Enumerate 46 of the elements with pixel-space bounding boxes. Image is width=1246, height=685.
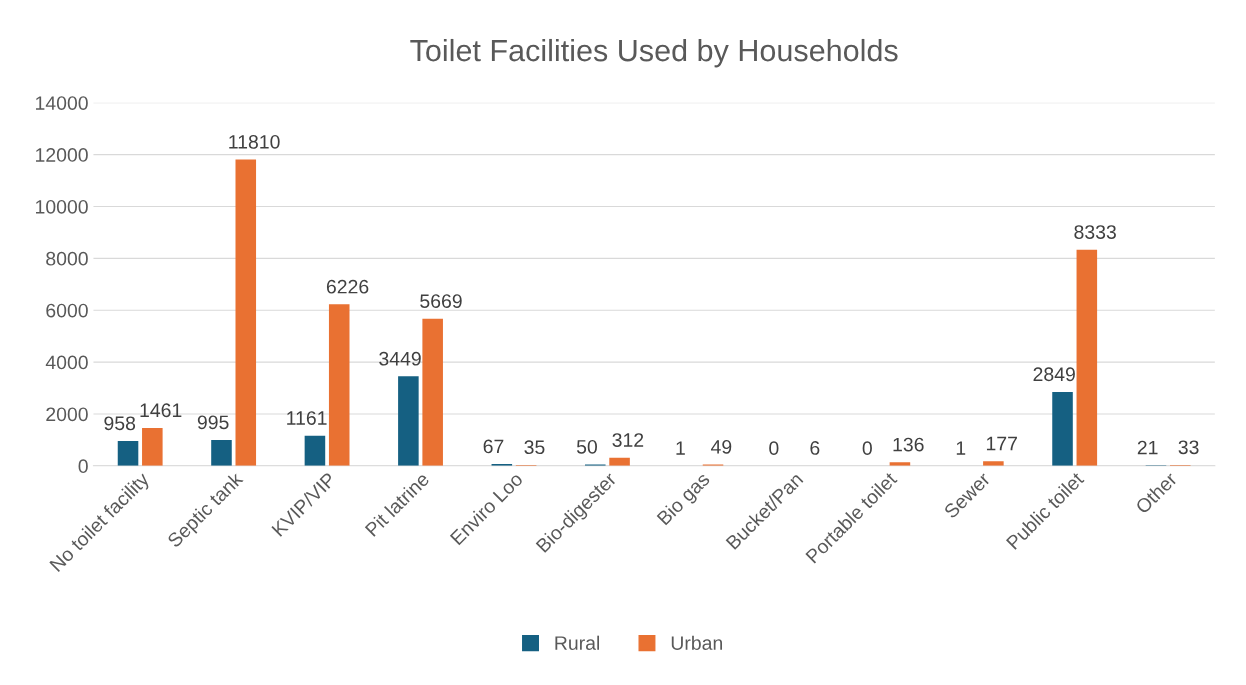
- bar: [304, 435, 326, 466]
- data-label: 1461: [140, 403, 182, 418]
- y-tick-label: 10000: [36, 199, 88, 214]
- bar: [211, 440, 232, 466]
- y-tick-label: 0: [78, 459, 88, 474]
- y-tick-label: 4000: [45, 355, 88, 370]
- data-label: 6: [810, 441, 820, 455]
- bar: [422, 318, 443, 466]
- data-label: 11810: [229, 134, 280, 149]
- data-label: 0: [769, 441, 779, 456]
- bar: [1076, 249, 1098, 466]
- bar: [1052, 391, 1073, 466]
- data-label: 50: [576, 439, 597, 454]
- bar: [235, 159, 257, 466]
- bar: [398, 376, 419, 466]
- bar: [142, 427, 163, 466]
- chart-title: Toilet Facilities Used by Households: [410, 38, 898, 68]
- y-tick-label: 12000: [36, 148, 88, 162]
- data-label: 33: [1178, 440, 1199, 455]
- data-label: 995: [197, 415, 229, 430]
- bar: [117, 440, 139, 466]
- data-label: 67: [483, 439, 504, 454]
- data-label: 0: [862, 441, 872, 456]
- data-label: 1161: [287, 411, 327, 425]
- y-tick-label: 2000: [46, 407, 88, 422]
- data-label: 2849: [1033, 367, 1075, 382]
- data-label: 3449: [379, 351, 421, 366]
- y-tick-label: 6000: [46, 303, 88, 318]
- bar: [328, 304, 350, 466]
- y-tick-label: 8000: [46, 251, 88, 266]
- data-label: 312: [612, 433, 644, 447]
- data-label: 35: [524, 440, 545, 455]
- data-label: 6226: [326, 279, 369, 294]
- data-label: 1: [676, 441, 685, 455]
- data-label: 1: [956, 441, 966, 455]
- data-label: 136: [893, 437, 924, 452]
- legend-label: Rural: [555, 635, 600, 650]
- x-tick-label: Bio gas: [656, 471, 714, 529]
- data-label: 49: [710, 439, 732, 454]
- data-label: 21: [1137, 440, 1158, 455]
- data-label: 5669: [420, 294, 462, 308]
- legend-label: Urban: [671, 635, 723, 650]
- data-label: 958: [104, 416, 136, 431]
- data-label: 8333: [1074, 225, 1116, 239]
- data-label: 177: [986, 436, 1017, 451]
- y-tick-label: 14000: [36, 96, 88, 110]
